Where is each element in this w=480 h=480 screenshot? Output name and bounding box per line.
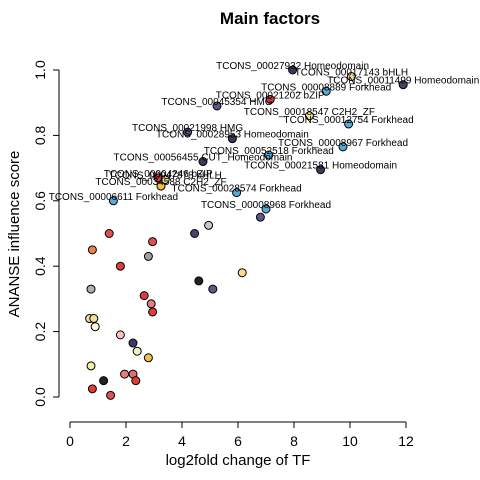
point-label-16: TCONS_00034588 C2H2_ZF <box>95 177 226 188</box>
data-point-15 <box>160 175 170 185</box>
y-tick-label-0: 0.0 <box>32 387 48 407</box>
data-point-36 <box>89 314 99 324</box>
data-point-25 <box>87 245 97 255</box>
x-tick-label-3: 6 <box>234 433 242 449</box>
x-tick-label-0: 0 <box>66 433 74 449</box>
x-tick-label-4: 8 <box>290 433 298 449</box>
point-label-11: TCONS_00052518 Forkhead <box>204 146 334 157</box>
data-point-1 <box>346 72 356 82</box>
point-label-4: TCONS_00021202 bZIP <box>216 90 325 101</box>
data-point-27 <box>115 261 125 271</box>
data-point-11 <box>264 150 274 160</box>
data-point-8 <box>183 127 193 137</box>
data-point-45 <box>99 376 109 386</box>
data-point-43 <box>120 369 130 379</box>
data-point-2 <box>398 80 408 90</box>
data-point-38 <box>115 330 125 340</box>
data-point-41 <box>143 353 153 363</box>
data-point-10 <box>338 142 348 152</box>
data-point-29 <box>194 276 204 286</box>
data-point-3 <box>321 86 331 96</box>
data-point-16 <box>156 181 166 191</box>
data-point-24 <box>148 237 158 247</box>
point-label-15: TCONS_00047878 bHLH <box>108 171 221 182</box>
data-point-28 <box>237 268 247 278</box>
data-point-42 <box>86 361 96 371</box>
point-label-12: TCONS_00056455 CUT_Homeodomain <box>114 153 293 164</box>
x-tick-label-5: 10 <box>342 433 358 449</box>
point-label-17: TCONS_00028574 Forkhead <box>172 184 302 195</box>
point-label-10: TCONS_00008967 Forkhead <box>278 138 408 149</box>
x-tick-label-2: 4 <box>178 433 186 449</box>
data-point-0 <box>288 65 298 75</box>
point-label-6: TCONS_00018547 C2H2_ZF <box>244 107 375 118</box>
data-point-18 <box>108 196 118 206</box>
data-point-5 <box>212 101 222 111</box>
x-tick-label-6: 12 <box>398 433 414 449</box>
y-axis-label: ANANSE influence score <box>6 151 23 318</box>
data-point-12 <box>198 157 208 167</box>
data-point-47 <box>87 384 97 394</box>
point-label-8: TCONS_00021998 HMG <box>132 123 243 134</box>
data-point-34 <box>148 307 158 317</box>
data-point-48 <box>106 390 116 400</box>
data-point-39 <box>128 338 138 348</box>
data-point-46 <box>131 376 141 386</box>
data-point-7 <box>344 119 354 129</box>
point-label-7: TCONS_00012754 Forkhead <box>284 115 414 126</box>
x-axis-label: log2fold change of TF <box>166 452 311 469</box>
chart-title: Main factors <box>220 9 320 28</box>
data-point-19 <box>261 204 271 214</box>
data-points <box>85 65 408 400</box>
x-tick-label-1: 2 <box>122 433 130 449</box>
data-point-13 <box>316 165 326 175</box>
data-point-22 <box>190 229 200 238</box>
point-label-14: TCONS_00004246 bZIP <box>104 169 213 180</box>
data-point-31 <box>208 284 218 294</box>
y-tick-label-2: 0.4 <box>32 256 48 276</box>
point-label-5: TCONS_00045354 HMG <box>161 97 272 108</box>
y-tick-label-3: 0.6 <box>32 191 48 211</box>
data-point-40 <box>132 346 142 356</box>
data-point-20 <box>255 212 265 222</box>
data-point-17 <box>232 188 242 198</box>
y-tick-label-5: 1.0 <box>32 60 48 80</box>
data-point-30 <box>86 284 96 294</box>
y-tick-label-4: 0.8 <box>32 125 48 145</box>
x-ticks: 0 2 4 6 8 10 12 <box>66 422 414 449</box>
point-label-9: TCONS_00028953 Homeodomain <box>156 130 309 141</box>
point-label-3: TCONS_00008889 Forkhead <box>261 82 391 93</box>
data-point-23 <box>104 229 114 238</box>
data-point-37 <box>90 322 100 332</box>
data-point-4 <box>265 94 275 104</box>
data-point-33 <box>146 299 156 309</box>
y-ticks: 0.0 0.2 0.4 0.6 0.8 1.0 <box>32 60 59 407</box>
point-labels: TCONS_00027932 HomeodomainTCONS_00017143… <box>49 61 480 211</box>
data-point-21 <box>204 220 214 230</box>
point-label-2: TCONS_00011499 Homeodomain <box>327 76 479 87</box>
data-point-26 <box>143 251 153 261</box>
point-label-13: TCONS_00021581 Homeodomain <box>244 161 397 172</box>
data-point-9 <box>227 134 237 144</box>
point-label-0: TCONS_00027932 Homeodomain <box>216 61 369 72</box>
y-tick-label-1: 0.2 <box>32 322 48 342</box>
point-label-1: TCONS_00017143 bHLH <box>295 68 408 79</box>
point-label-18: TCONS_00006611 Forkhead <box>49 192 178 203</box>
point-label-19: TCONS_00008968 Forkhead <box>201 200 331 211</box>
data-point-6 <box>304 111 314 121</box>
data-point-32 <box>139 291 149 301</box>
